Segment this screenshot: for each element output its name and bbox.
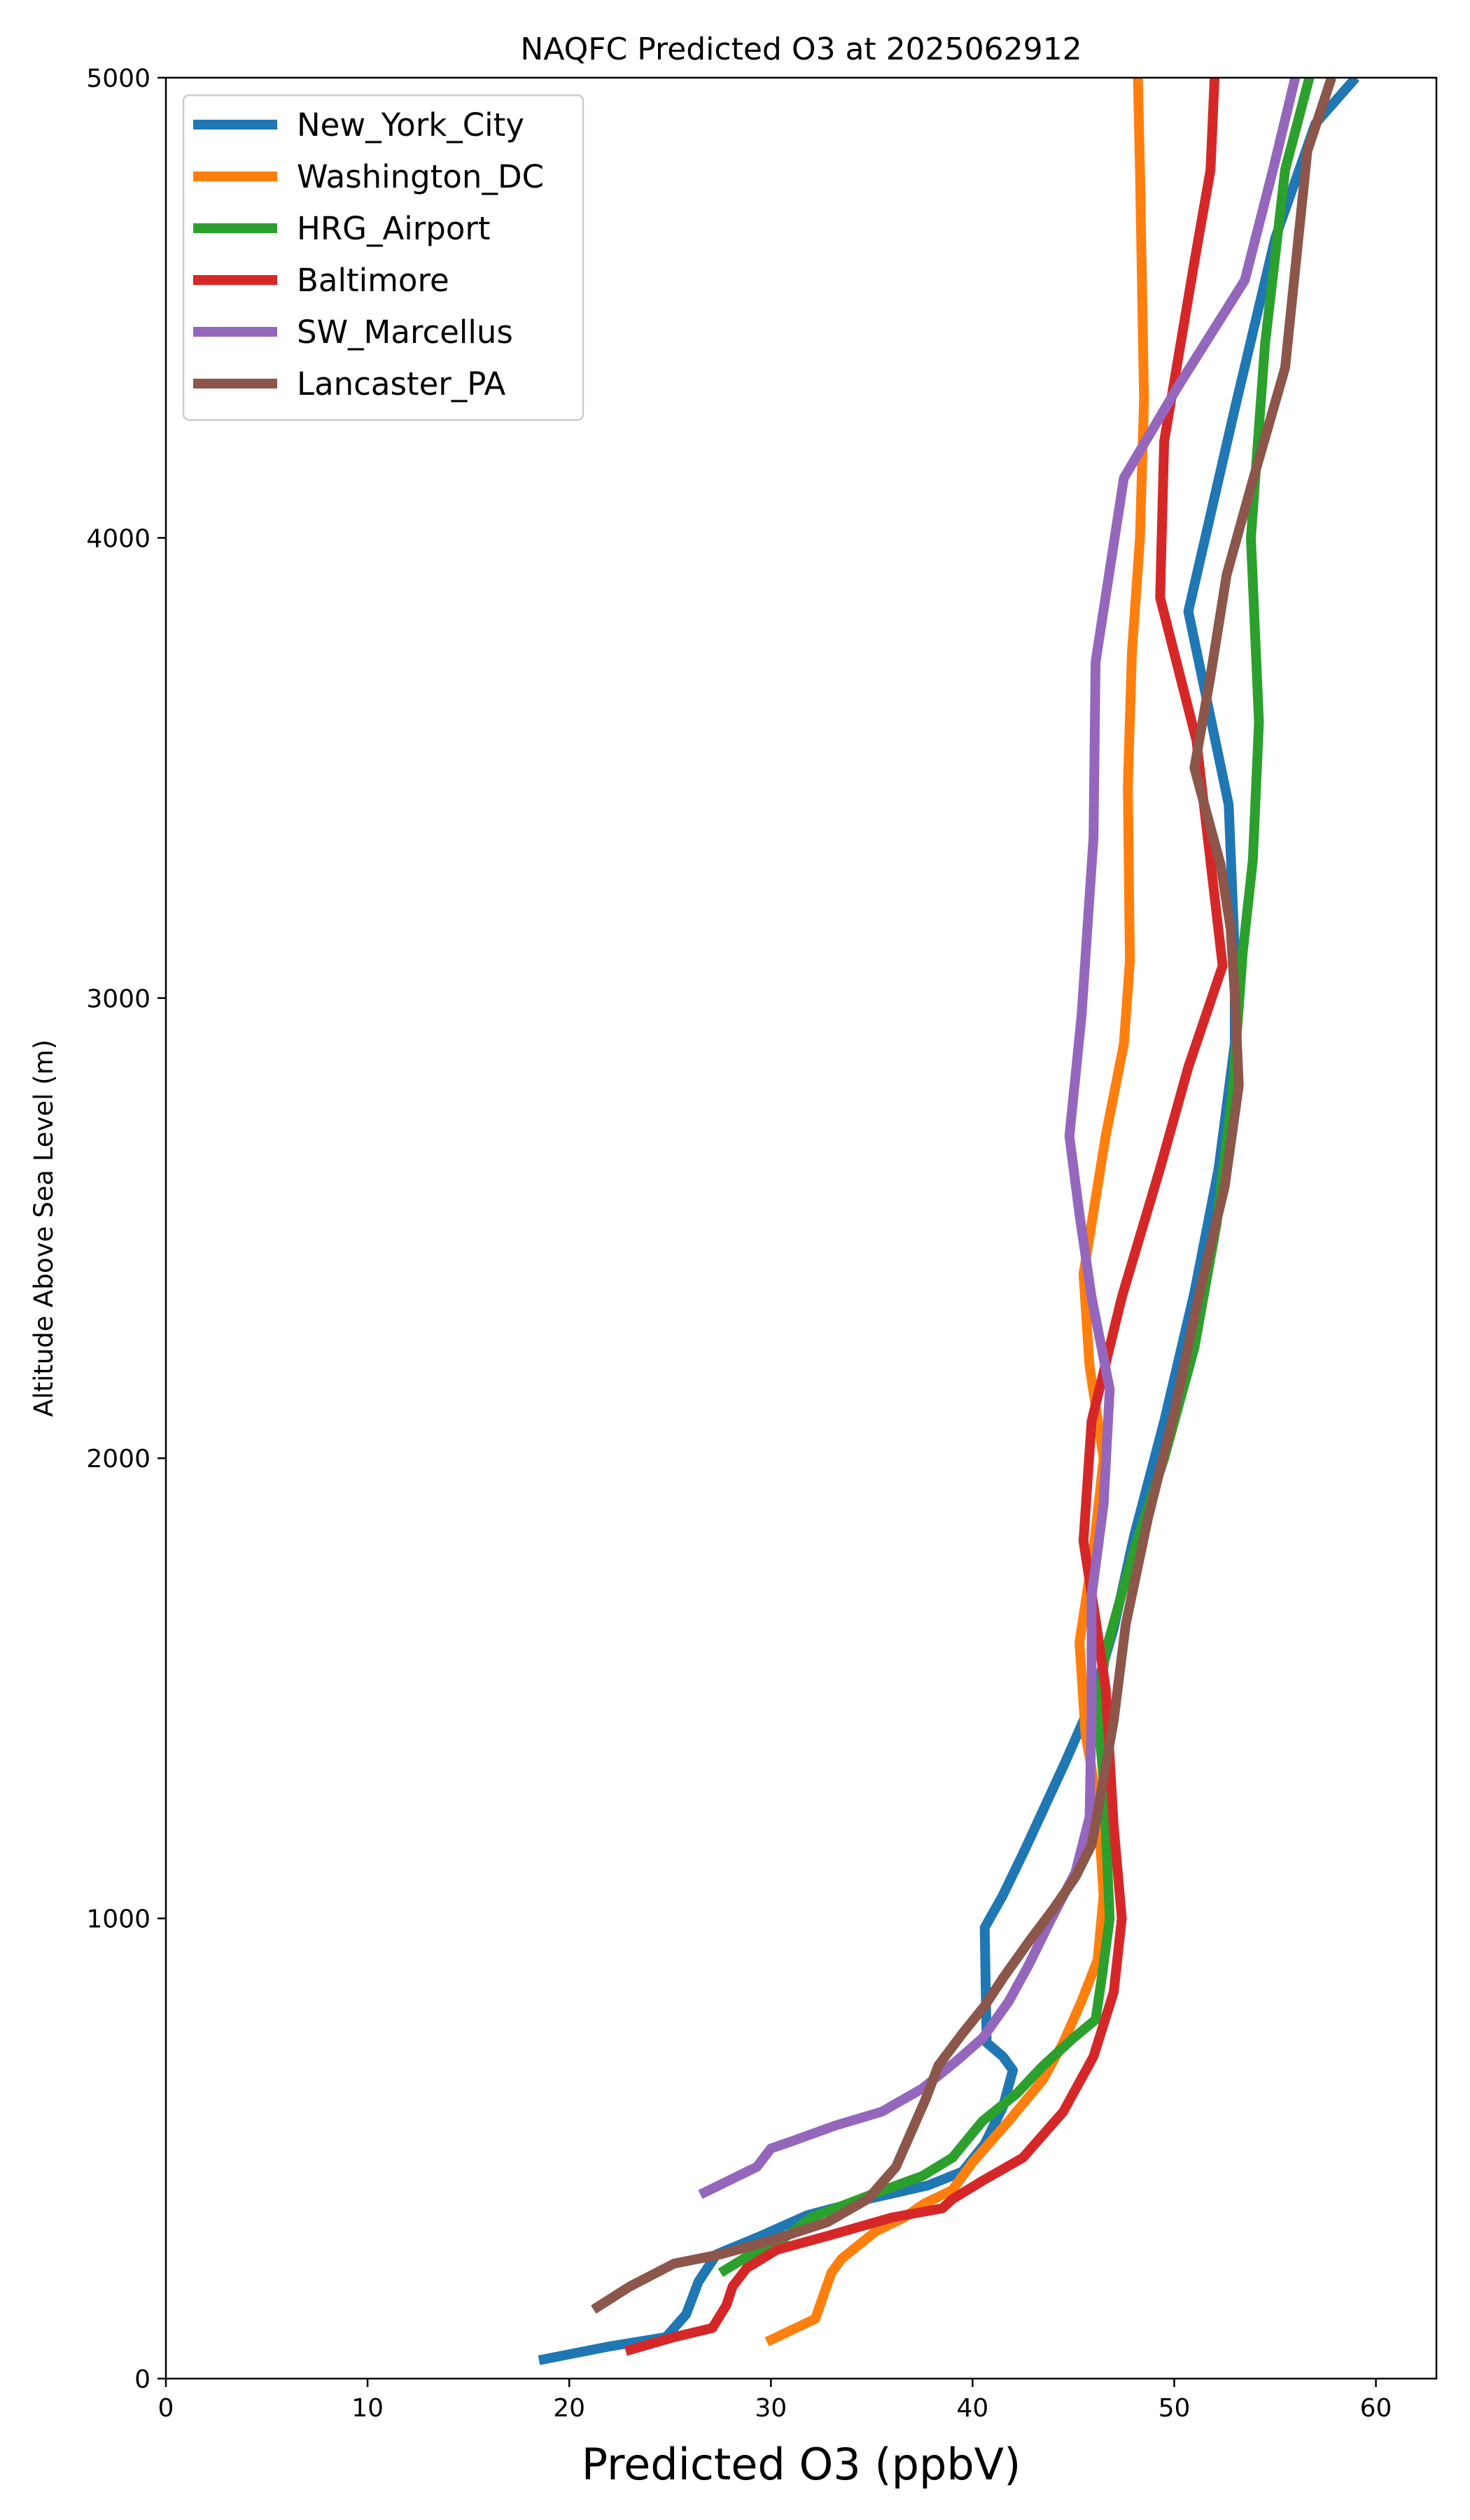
- y-tick-label: 3000: [86, 985, 150, 1014]
- x-tick-label: 0: [158, 2394, 174, 2423]
- x-tick-label: 60: [1360, 2394, 1392, 2423]
- x-tick-label: 50: [1158, 2394, 1191, 2423]
- legend-label: Baltimore: [297, 262, 449, 299]
- y-tick-label: 5000: [86, 64, 150, 93]
- legend-label: New_York_City: [297, 106, 524, 144]
- x-tick-label: 30: [755, 2394, 787, 2423]
- x-axis-label: Predicted O3 (ppbV): [582, 2439, 1021, 2490]
- legend-box: [182, 94, 584, 421]
- legend: New_York_City Washington_DC HRG_Airport Bal…: [182, 94, 584, 421]
- x-tick-label: 40: [956, 2394, 988, 2423]
- series-line-sw-marcellus: [698, 78, 1301, 2199]
- y-tick-label: 4000: [86, 524, 150, 553]
- plot-area-frame: [164, 76, 1438, 2380]
- chart-title: NAQFC Predicted O3 at 2025062912: [520, 31, 1082, 67]
- y-tick-label: 1000: [86, 1905, 150, 1934]
- y-axis: 0 1000 2000 3000 4000 5000: [86, 64, 166, 2394]
- legend-label: SW_Marcellus: [297, 314, 513, 351]
- legend-label: Washington_DC: [297, 158, 544, 195]
- legend-label: Lancaster_PA: [297, 365, 506, 402]
- x-tick-label: 10: [351, 2394, 384, 2423]
- y-tick-label: 2000: [86, 1445, 150, 1474]
- legend-label: HRG_Airport: [297, 210, 491, 247]
- x-axis: 0 10 20 30 40 50 60: [158, 2379, 1392, 2423]
- series-line-lancaster-pa: [591, 78, 1336, 2314]
- series-layer: [538, 78, 1360, 2365]
- x-tick-label: 20: [553, 2394, 585, 2423]
- y-tick-label: 0: [134, 2365, 150, 2394]
- y-axis-label: Altitude Above Sea Level (m): [29, 1040, 59, 1417]
